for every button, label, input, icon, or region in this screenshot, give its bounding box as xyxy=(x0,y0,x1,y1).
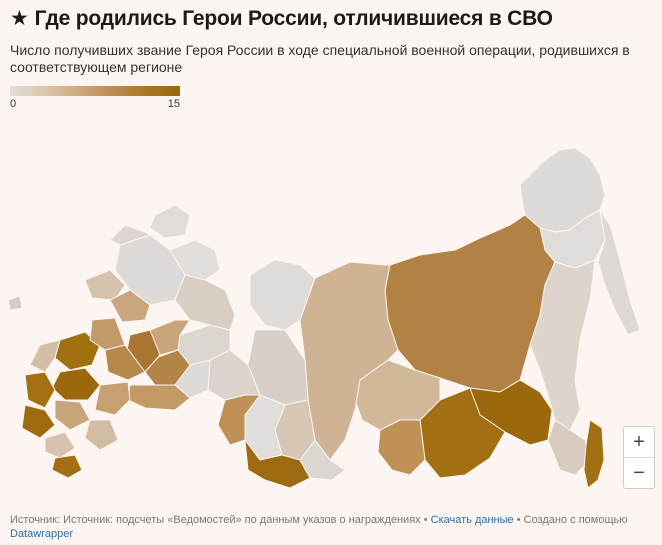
region-voronezh[interactable] xyxy=(51,367,101,401)
region-krasnodar[interactable] xyxy=(21,404,56,439)
datawrapper-link[interactable]: Datawrapper xyxy=(10,528,73,540)
region-primorye[interactable] xyxy=(547,419,591,476)
region-komi[interactable] xyxy=(174,274,236,331)
download-data-link[interactable]: Скачать данные xyxy=(430,514,514,526)
region-dagestan[interactable] xyxy=(51,454,83,479)
star-icon: ★ xyxy=(10,7,29,30)
region-sakhalin[interactable] xyxy=(583,419,605,489)
chart-title: ★ Где родились Герои России, отличившиеся… xyxy=(10,6,553,31)
region-karelia[interactable] xyxy=(109,224,151,246)
region-rostov[interactable] xyxy=(24,371,56,409)
region-astrakhan[interactable] xyxy=(84,419,119,451)
region-kamchatka[interactable] xyxy=(597,209,641,336)
region-tyumen[interactable] xyxy=(207,349,261,401)
region-irkutsk[interactable] xyxy=(354,359,441,431)
separator: • xyxy=(513,514,524,526)
footer: Источник: Источник: подсчеты «Ведомостей… xyxy=(10,513,650,541)
region-yakutia[interactable] xyxy=(384,214,556,393)
zoom-out-button[interactable]: − xyxy=(624,457,654,488)
zoom-in-button[interactable]: + xyxy=(633,430,645,453)
chart-subtitle: Число получивших звание Героя России в х… xyxy=(10,42,630,75)
region-zabaykalsky[interactable] xyxy=(419,387,506,479)
legend-min-label: 0 xyxy=(10,98,17,110)
region-nizhny[interactable] xyxy=(89,317,126,351)
region-saratov[interactable] xyxy=(94,381,131,416)
created-with-text: Создано с помощью xyxy=(523,514,628,526)
region-volgograd[interactable] xyxy=(54,399,91,431)
region-bryansk[interactable] xyxy=(29,339,61,373)
region-orenburg[interactable] xyxy=(127,384,191,411)
russia-regions-map[interactable] xyxy=(0,120,662,500)
region-khabarovsk[interactable] xyxy=(529,259,596,431)
region-leningrad[interactable] xyxy=(84,269,126,301)
region-buryatia[interactable] xyxy=(377,419,426,476)
source-text: Источник: Источник: подсчеты «Ведомостей… xyxy=(10,514,421,526)
region-yamal[interactable] xyxy=(249,259,316,331)
region-vologda[interactable] xyxy=(109,289,151,323)
legend-gradient xyxy=(10,86,180,96)
color-legend: 0 15 xyxy=(10,86,180,110)
region-altai-krai[interactable] xyxy=(244,439,311,489)
region-stavropol[interactable] xyxy=(44,431,76,459)
legend-max-label: 15 xyxy=(167,98,180,110)
zoom-controls: + − xyxy=(623,426,655,489)
chart-title-text: Где родились Герои России, отличившиеся … xyxy=(34,7,553,30)
separator: • xyxy=(420,514,431,526)
region-kaliningrad[interactable] xyxy=(7,295,23,311)
region-murmansk[interactable] xyxy=(149,204,191,239)
